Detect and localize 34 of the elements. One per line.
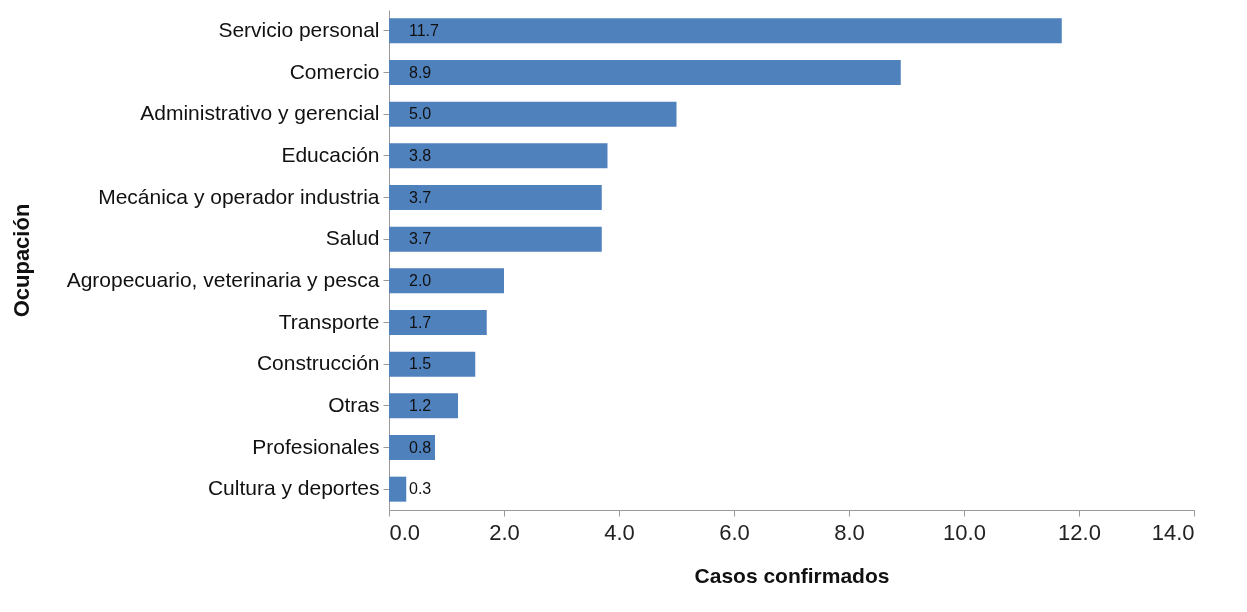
x-tick-label: 2.0 bbox=[489, 519, 520, 545]
data-label: 1.7 bbox=[409, 313, 432, 331]
x-axis-title: Casos confirmados bbox=[694, 563, 890, 587]
data-label: 2.0 bbox=[409, 271, 432, 289]
y-axis-title: Ocupación bbox=[8, 203, 34, 318]
x-tick-label: 6.0 bbox=[719, 519, 750, 545]
y-tick-label: Construcción bbox=[256, 351, 380, 375]
y-tick-label: Profesionales bbox=[252, 434, 380, 458]
y-tick-label: Educación bbox=[281, 142, 380, 166]
data-label: 1.5 bbox=[409, 355, 432, 373]
data-label: 0.8 bbox=[409, 438, 432, 456]
data-label: 8.9 bbox=[409, 63, 432, 81]
data-label: 3.7 bbox=[409, 230, 432, 248]
data-label: 5.0 bbox=[409, 105, 432, 123]
y-tick-label: Administrativo y gerencial bbox=[140, 101, 380, 125]
data-label: 11.7 bbox=[409, 21, 440, 39]
x-tick-label: 8.0 bbox=[834, 519, 865, 545]
data-label: 3.7 bbox=[409, 188, 432, 206]
y-tick-label: Mecánica y operador industria bbox=[98, 184, 380, 208]
x-tick-label: 0.0 bbox=[389, 519, 421, 545]
x-tick-label: 12.0 bbox=[1058, 519, 1101, 545]
y-tick-label: Salud bbox=[325, 226, 380, 250]
data-label: 3.8 bbox=[409, 146, 432, 164]
y-tick-label: Otras bbox=[328, 392, 380, 416]
data-label: 0.3 bbox=[409, 480, 432, 498]
y-tick-label: Cultura y deportes bbox=[207, 476, 380, 500]
y-tick-label: Agropecuario, veterinaria y pesca bbox=[66, 267, 380, 291]
y-tick-label: Comercio bbox=[289, 59, 380, 83]
y-tick-label: Servicio personal bbox=[218, 17, 380, 41]
data-label: 1.2 bbox=[409, 396, 432, 414]
x-tick-label: 10.0 bbox=[943, 519, 986, 545]
x-tick-label: 14.0 bbox=[1151, 519, 1195, 545]
x-tick-label: 4.0 bbox=[604, 519, 635, 545]
y-tick-label: Transporte bbox=[278, 309, 380, 333]
